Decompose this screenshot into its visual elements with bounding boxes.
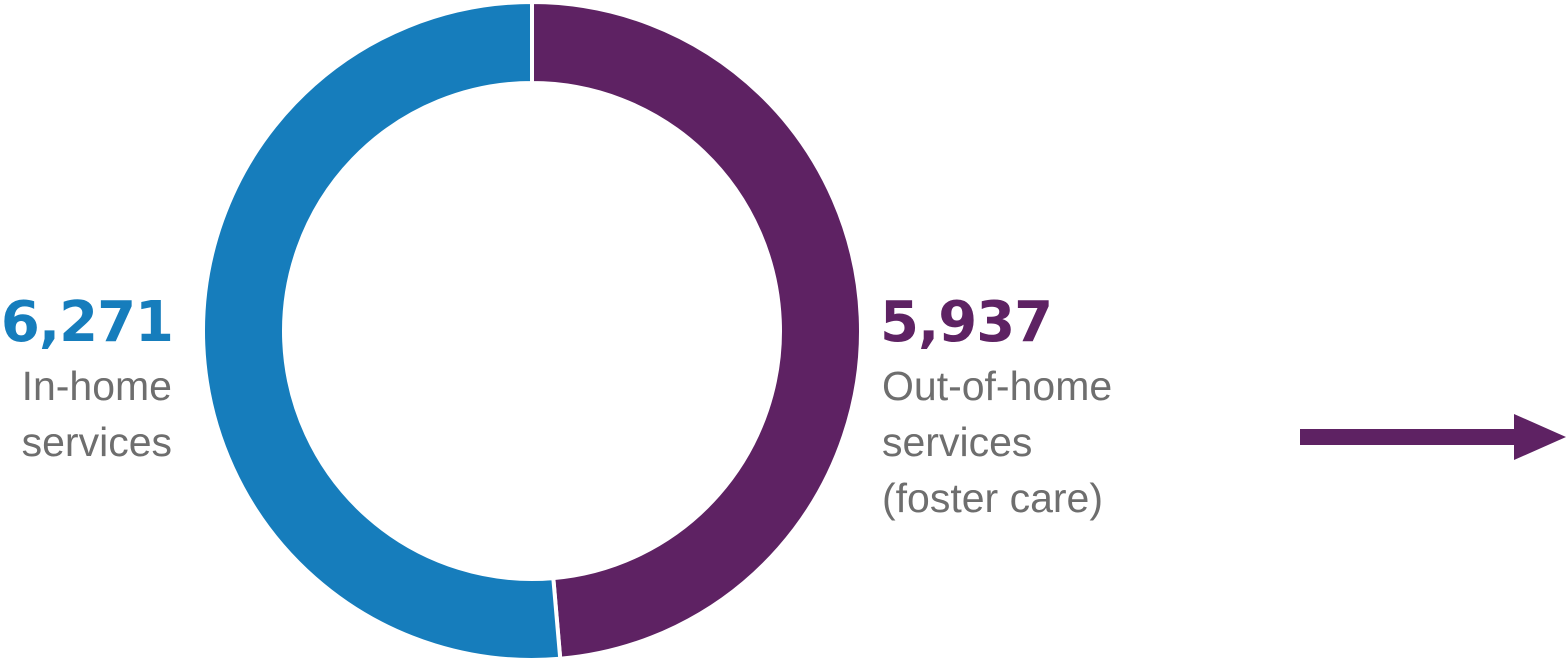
in-home-label-line-2: services xyxy=(22,414,172,470)
arrow-shaft xyxy=(1300,429,1516,445)
in-home-category-label: In-home services xyxy=(22,358,172,470)
out-of-home-label-line-2: services xyxy=(882,414,1112,470)
out-of-home-label-line-3: (foster care) xyxy=(882,470,1112,526)
in-home-slice xyxy=(203,2,560,660)
out-of-home-slice xyxy=(532,2,861,659)
out-of-home-value-label: 5,937 xyxy=(880,292,1052,354)
out-of-home-category-label: Out-of-home services (foster care) xyxy=(882,358,1112,526)
in-home-label-line-1: In-home xyxy=(22,358,172,414)
out-of-home-label-line-1: Out-of-home xyxy=(882,358,1112,414)
arrow-head xyxy=(1514,414,1566,460)
right-arrow-icon xyxy=(1298,410,1567,466)
in-home-value-label: 6,271 xyxy=(1,292,173,354)
